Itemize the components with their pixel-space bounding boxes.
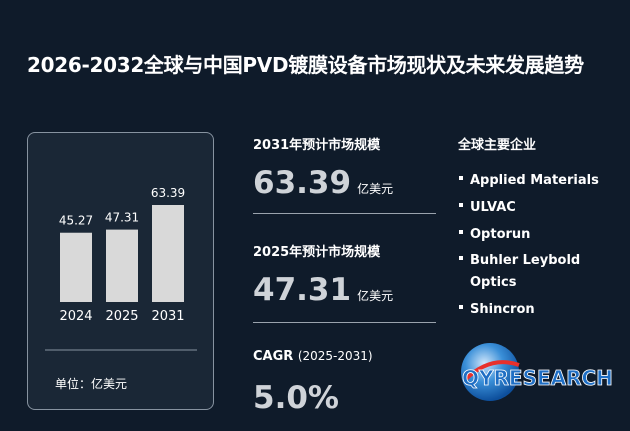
x-tick-label: 2024 [59,309,92,324]
bar [60,232,92,302]
company: Buhler Leybold Optics [459,250,610,294]
cagr-label: CAGR [253,349,294,364]
x-tick-label: 2031 [151,309,184,324]
company: Shincron [459,299,610,321]
value-label: 45.27 [59,214,93,228]
stat-value: 5.0% [253,380,339,416]
stat-unit: 亿美元 [357,182,394,196]
bar [152,205,184,302]
cagr-period: (2025-2031) [297,349,373,363]
logo: QYRESEARCH [461,343,613,401]
stat-label: 2025年预计市场规模 [253,245,381,260]
stat-value: 63.39 亿美元 [253,165,393,201]
title: 2026-2032全球与中国PVD镀膜设备市场现状及未来发展趋势 [27,53,584,77]
stat-value: 47.31 亿美元 [253,272,393,308]
stat-label: 2031年预计市场规模 [253,138,381,153]
company: ULVAC [459,197,610,219]
logo-swoosh [463,360,520,382]
logo-text: QYRESEARCH [462,366,613,390]
stat-number: 47.31 [253,272,352,308]
logo-globe [461,343,519,401]
x-tick-label: 2025 [105,309,138,324]
value-label: 63.39 [151,186,185,200]
value-label: 47.31 [105,211,139,225]
stat-label: CAGR (2025-2031) [253,349,373,364]
divider [253,213,436,214]
unit-label: 单位：亿美元 [55,376,127,391]
company: Applied Materials [459,170,610,192]
divider [253,322,436,323]
companies-heading: 全球主要企业 [458,138,537,153]
company: Optorun [459,224,610,246]
bar [106,229,138,302]
stat-unit: 亿美元 [357,289,394,303]
stat-number: 63.39 [253,165,352,201]
